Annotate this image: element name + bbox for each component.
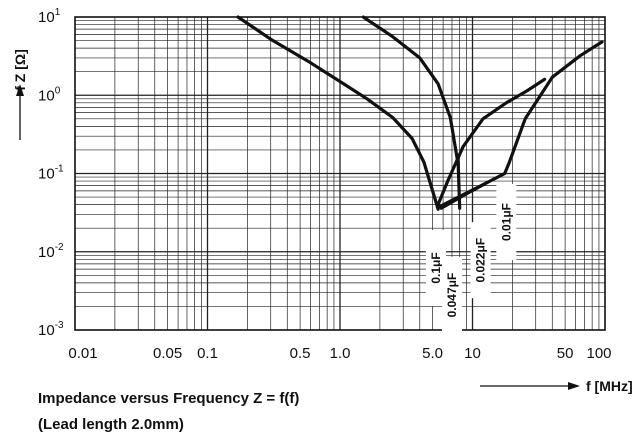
x-axis-title-text: f [MHz] (586, 378, 633, 394)
y-tick-label: 10-2 (38, 242, 64, 261)
curve-label: 0.1μF (429, 252, 443, 283)
x-tick-labels: 0.01 0.05 0.1 0.5 1.0 5.0 10 50 100 (68, 345, 611, 362)
x-tick-label: 0.1 (197, 345, 218, 362)
curve-label-bg (441, 257, 462, 334)
y-axis-title-text: f Z [Ω] (12, 49, 28, 91)
x-tick-label: 10 (464, 345, 481, 362)
y-tick-labels: 101 100 10-1 10-2 10-3 (38, 7, 64, 339)
plot-frame (74, 16, 606, 331)
curve-connector (436, 172, 507, 209)
chart-subtitle: (Lead length 2.0mm) (38, 416, 184, 433)
x-tick-label: 50 (557, 345, 574, 362)
curve-label-bg (425, 229, 446, 306)
x-axis-title: f [MHz] (480, 378, 633, 394)
curve-line (361, 15, 462, 210)
curve-label-bg (470, 222, 491, 299)
x-tick-label: 100 (586, 345, 611, 362)
curve-line (436, 77, 547, 207)
y-axis-arrow-head (16, 84, 24, 96)
y-tick-label: 101 (38, 7, 61, 26)
curve-label: 0.047μF (445, 273, 459, 318)
curves (236, 15, 604, 211)
x-tick-label: 0.01 (68, 345, 97, 362)
curve-line (439, 40, 604, 210)
grid (74, 16, 606, 331)
y-tick-label: 10-3 (38, 320, 64, 339)
x-tick-label: 0.5 (290, 345, 311, 362)
x-tick-label: 5.0 (422, 345, 443, 362)
x-axis-arrow-head (568, 382, 580, 390)
curve-label: 0.01μF (499, 203, 513, 241)
y-tick-label: 10-1 (38, 164, 64, 183)
curve-label: 0.022μF (474, 238, 488, 283)
y-tick-label: 100 (38, 85, 61, 104)
y-axis-title: f Z [Ω] (12, 49, 28, 140)
curve-line (236, 15, 440, 211)
curve-label-bg (496, 183, 517, 260)
chart-title: Impedance versus Frequency Z = f(f) (38, 390, 300, 407)
x-tick-label: 1.0 (330, 345, 351, 362)
x-tick-label: 0.05 (153, 345, 182, 362)
